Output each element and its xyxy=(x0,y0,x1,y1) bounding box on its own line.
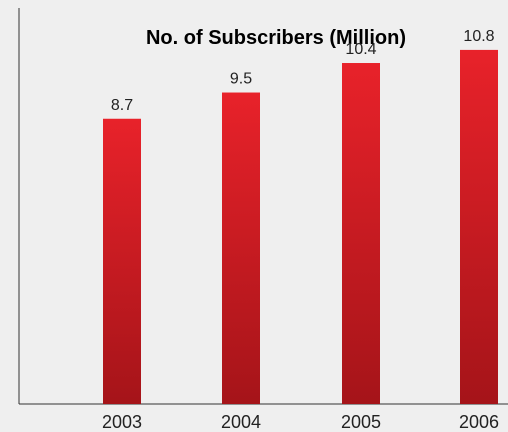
chart-title: No. of Subscribers (Million) xyxy=(146,27,406,49)
value-label-2005: 10.4 xyxy=(345,41,376,58)
x-tick-label-2003: 2003 xyxy=(102,412,142,432)
bar-2005 xyxy=(342,63,380,405)
value-label-2004: 9.5 xyxy=(230,71,252,88)
x-tick-label-2004: 2004 xyxy=(221,412,261,432)
bars-layer: 8.7 2003 9.5 2004 10.4 2005 10.8 2006 xyxy=(102,28,499,432)
bar-2003 xyxy=(103,118,141,405)
bar-2004 xyxy=(222,92,260,404)
x-tick-label-2005: 2005 xyxy=(341,412,381,432)
value-label-2006: 10.8 xyxy=(463,28,494,45)
bar-2006 xyxy=(460,49,498,404)
value-label-2003: 8.7 xyxy=(111,97,133,114)
x-tick-label-2006: 2006 xyxy=(459,412,499,432)
